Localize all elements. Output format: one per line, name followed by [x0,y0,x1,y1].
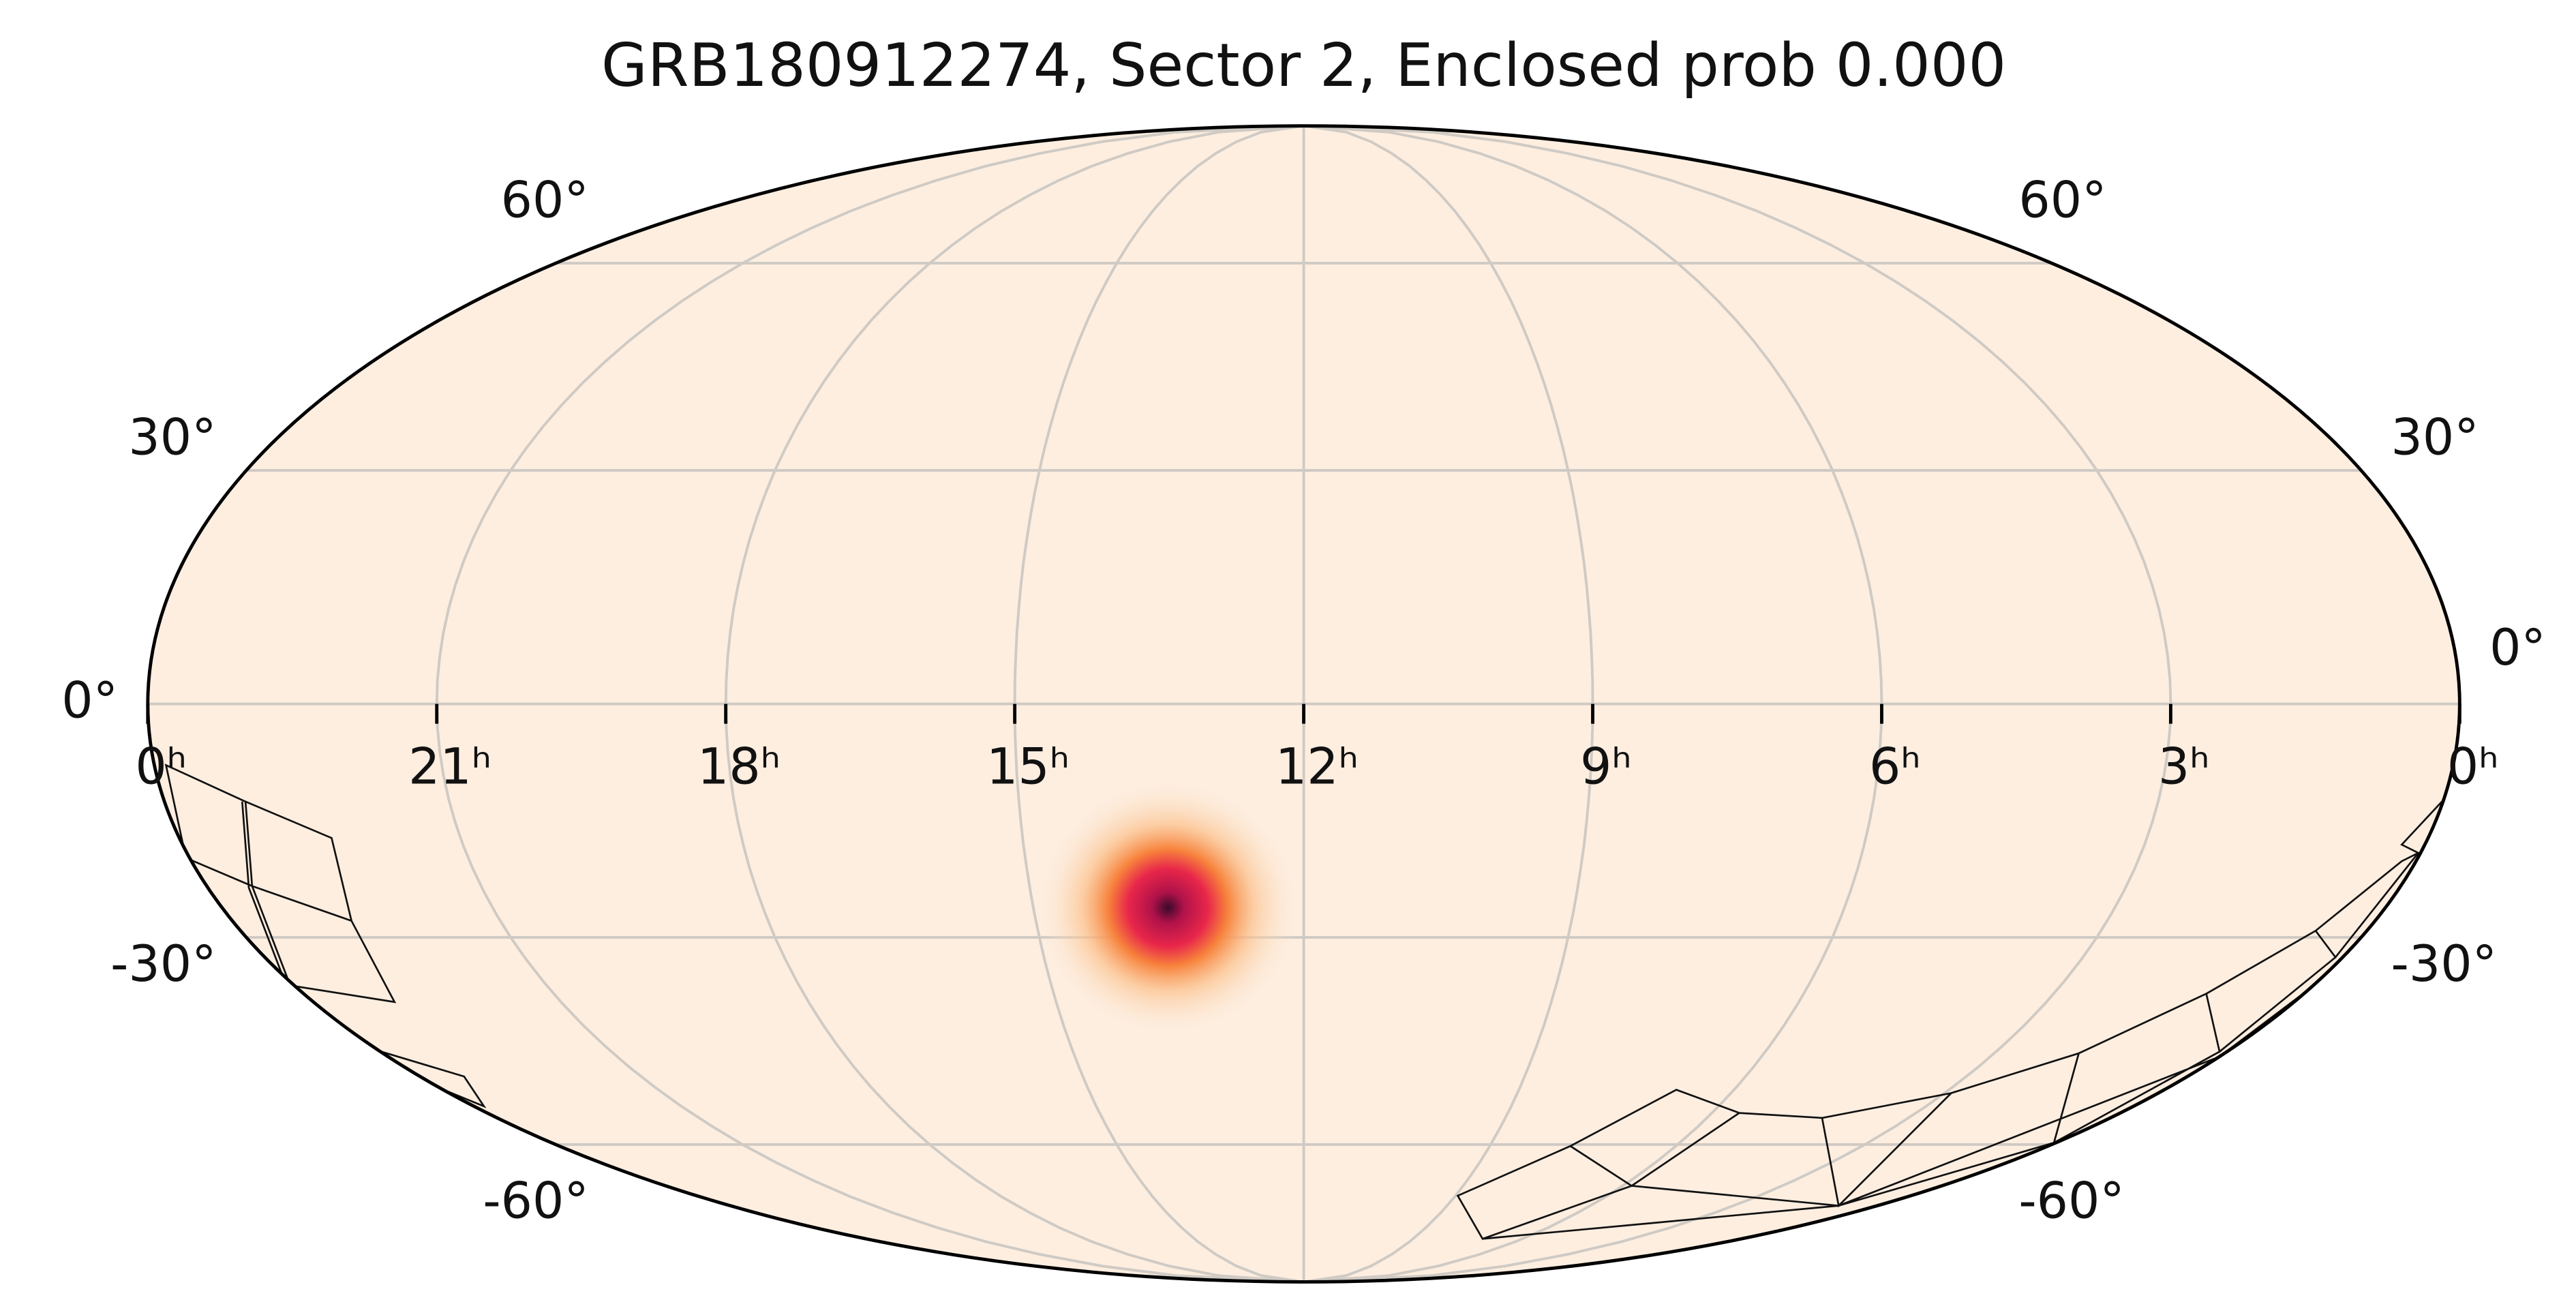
x-tick-label: 9ʰ [1580,738,1632,796]
y-tick-label: 60° [501,172,589,230]
probability-peak [1035,778,1301,1037]
x-tick-label: 12ʰ [1275,738,1359,796]
sky-outline [146,124,2461,1284]
y-tick-label-right: -60° [2018,1172,2124,1230]
y-tick-label-right: 0° [2489,619,2546,677]
y-tick-label-right: 30° [2391,408,2479,466]
x-tick-label: 6ʰ [1869,738,1921,796]
y-tick-label-right: -30° [2391,935,2497,993]
chart-title: GRB180912274, Sector 2, Enclosed prob 0.… [601,31,2006,100]
x-tick-label: 15ʰ [986,738,1070,796]
y-tick-label: 30° [128,408,216,466]
y-tick-label-right: 60° [2018,172,2106,230]
x-tick-label: 0ʰ [135,738,187,796]
y-tick-label: -60° [483,1172,588,1230]
x-tick-label: 0ʰ [2447,738,2499,796]
x-tick-label: 21ʰ [408,738,491,796]
y-tick-label: -30° [110,935,216,993]
y-tick-label: 0° [61,672,118,730]
x-tick-label: 3ʰ [2158,738,2210,796]
x-tick-label: 18ʰ [697,738,781,796]
